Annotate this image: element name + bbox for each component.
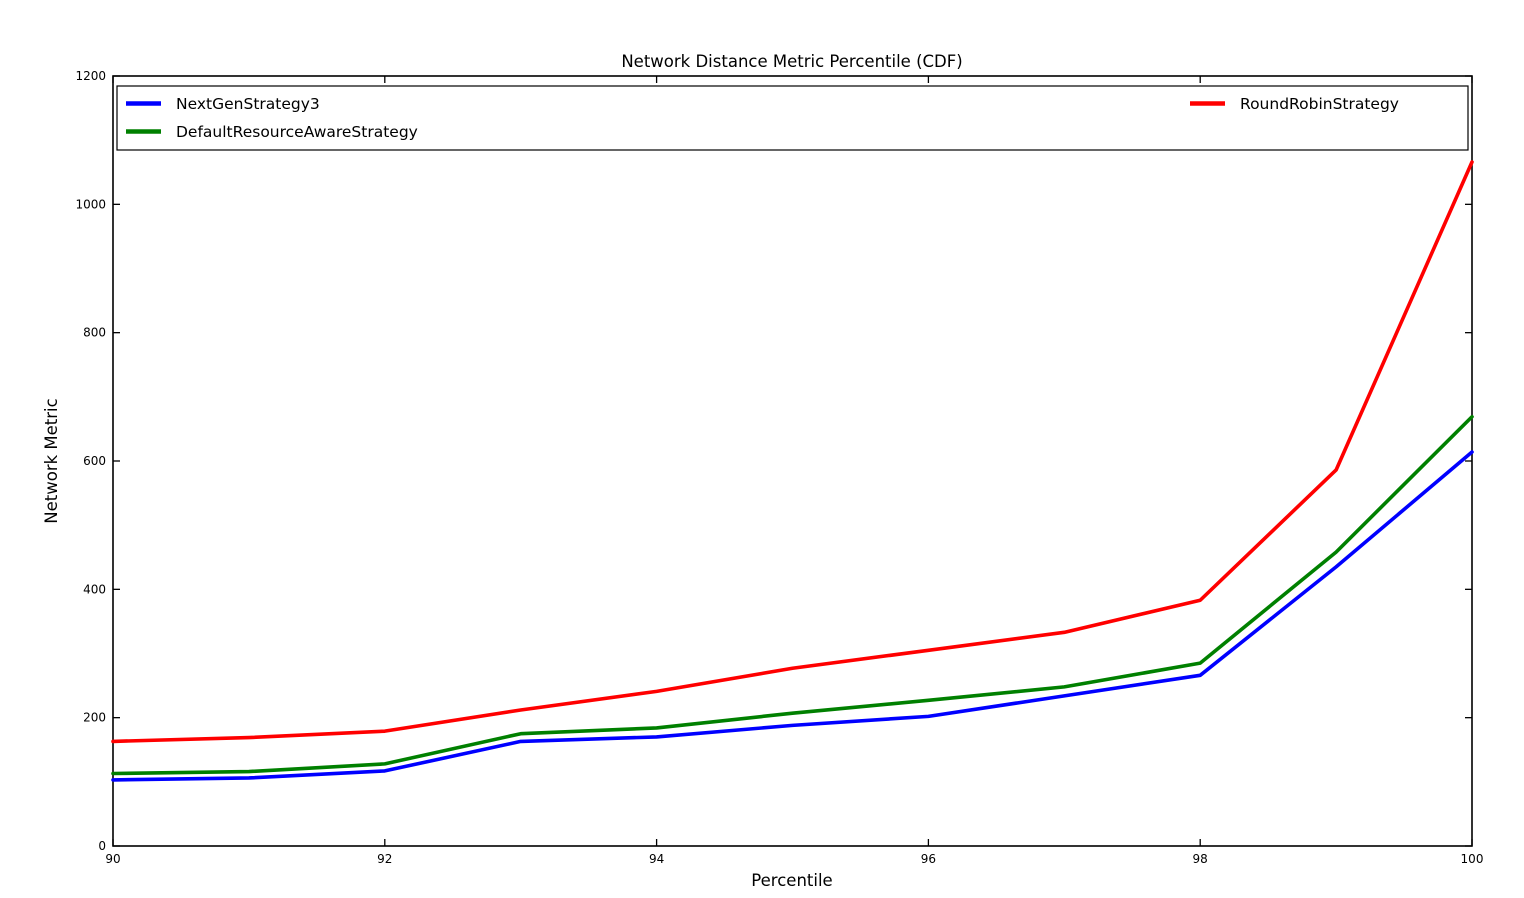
legend-label-roundrobinstrategy: RoundRobinStrategy (1240, 95, 1399, 113)
series-line-nextgenstrategy3 (111, 450, 1474, 782)
y-tick-label: 800 (83, 326, 106, 340)
x-tick-label: 98 (1193, 852, 1208, 866)
legend-box (116, 85, 1469, 151)
chart-title: Network Distance Metric Percentile (CDF) (621, 52, 962, 71)
y-tick-label: 1000 (75, 197, 106, 211)
x-tick-label: 96 (921, 852, 936, 866)
axis-ticks (112, 75, 1473, 847)
series-lines (111, 160, 1474, 782)
legend: NextGenStrategy3 DefaultResourceAwareStr… (116, 85, 1469, 151)
y-axis-label: Network Metric (42, 398, 61, 523)
series-line-roundrobinstrategy (111, 160, 1474, 744)
x-tick-label: 92 (377, 852, 392, 866)
y-tick-label: 200 (83, 711, 106, 725)
plot-area (112, 75, 1473, 847)
x-tick-label: 100 (1461, 852, 1484, 866)
y-tick-label: 1200 (75, 69, 106, 83)
legend-label-nextgenstrategy3: NextGenStrategy3 (176, 95, 320, 113)
x-tick-label: 90 (105, 852, 120, 866)
y-tick-label: 400 (83, 582, 106, 596)
y-tick-label: 0 (98, 839, 106, 853)
y-tick-label: 600 (83, 454, 106, 468)
legend-label-defaultresourceawarestrategy: DefaultResourceAwareStrategy (176, 123, 418, 141)
x-tick-label: 94 (649, 852, 664, 866)
x-axis-label: Percentile (751, 871, 832, 890)
series-line-defaultresourceawarestrategy (111, 414, 1474, 776)
